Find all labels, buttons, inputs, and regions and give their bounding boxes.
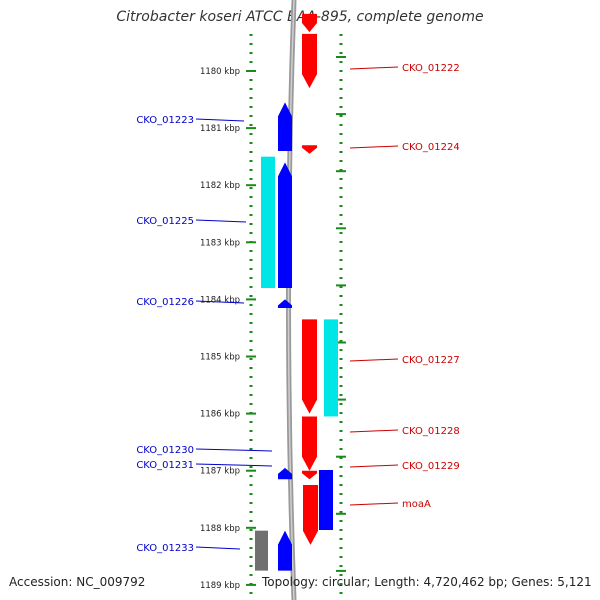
forward-gene-arrow xyxy=(302,13,317,33)
reverse-label-leader xyxy=(195,300,245,304)
forward-gene-arrow xyxy=(302,33,317,89)
accession-text: Accession: NC_009792 xyxy=(9,575,146,589)
forward-label-leader xyxy=(349,66,399,70)
ruler-label: 1185 kbp xyxy=(200,353,240,363)
forward-gene-label: CKO_01224 xyxy=(402,142,460,153)
forward-label-leader xyxy=(349,502,399,506)
reverse-gene-arrow xyxy=(278,467,292,480)
reverse-rna-feature xyxy=(261,156,275,288)
other-feature xyxy=(255,530,268,571)
genome-backbone-highlight xyxy=(287,0,295,600)
forward-gene-label: CKO_01222 xyxy=(402,63,460,74)
ruler-label: 1182 kbp xyxy=(200,181,240,191)
forward-label-leader xyxy=(349,464,399,468)
ruler-label: 1188 kbp xyxy=(200,524,240,534)
ruler-label: 1189 kbp xyxy=(200,581,240,591)
ruler-label: 1183 kbp xyxy=(200,238,240,248)
forward-label-leader xyxy=(349,358,399,362)
forward-gene-arrow xyxy=(302,319,317,414)
forward-gene-arrow xyxy=(302,470,317,480)
ruler-label: 1181 kbp xyxy=(200,124,240,134)
reverse-gene-arrow xyxy=(278,299,292,308)
forward-gene-label: CKO_01227 xyxy=(402,355,460,366)
reverse-label-leader xyxy=(195,546,241,550)
reverse-gene-arrow xyxy=(278,530,292,571)
ruler-label: 1186 kbp xyxy=(200,410,240,420)
forward-label-leader xyxy=(349,429,399,433)
forward-rna-feature xyxy=(324,319,338,417)
forward-gene-arrow xyxy=(302,145,317,154)
forward-gene-arrow xyxy=(303,484,318,545)
reverse-gene-label: CKO_01223 xyxy=(136,115,194,126)
reverse-label-leader xyxy=(195,463,273,467)
ruler-label: 1180 kbp xyxy=(200,67,240,77)
reverse-label-leader xyxy=(195,448,273,452)
reverse-gene-label: CKO_01225 xyxy=(136,216,194,227)
reverse-gene-arrow xyxy=(278,102,292,151)
forward-gene-arrow xyxy=(302,416,317,471)
forward-gene-label: CKO_01229 xyxy=(402,461,460,472)
genome-summary-text: Topology: circular; Length: 4,720,462 bp… xyxy=(262,575,592,589)
reverse-label-leader xyxy=(195,118,245,122)
forward-gene-label: CKO_01228 xyxy=(402,426,460,437)
reverse-label-leader xyxy=(195,219,247,223)
forward-label-leader xyxy=(349,145,399,149)
reverse-gene-label: CKO_01230 xyxy=(136,445,194,456)
ruler-label: 1187 kbp xyxy=(200,467,240,477)
forward-gene-label: moaA xyxy=(402,499,431,510)
ruler-label: 1184 kbp xyxy=(200,295,240,305)
map-title: Citrobacter koseri ATCC BAA-895, complet… xyxy=(116,9,484,25)
reverse-gene-label: CKO_01231 xyxy=(136,460,194,471)
reverse-gene-label: CKO_01226 xyxy=(136,297,194,308)
reverse-gene-arrow xyxy=(278,162,292,288)
reverse-gene-label: CKO_01233 xyxy=(136,543,194,554)
forward-adjacent-blue-feature xyxy=(319,470,333,530)
